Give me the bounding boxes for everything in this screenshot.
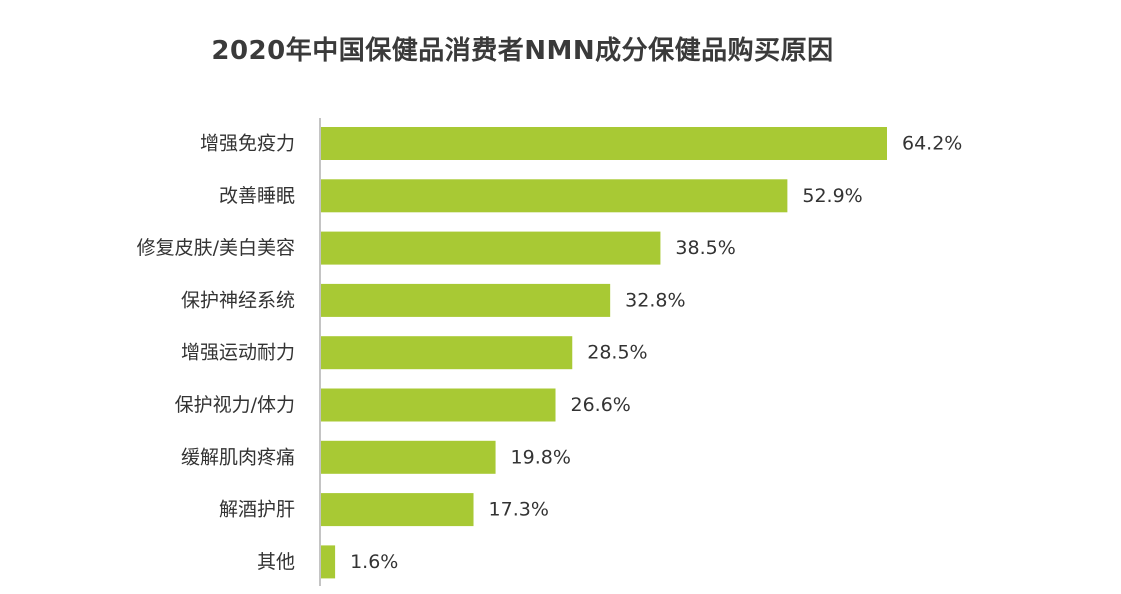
- category-label-5: 保护视力/体力: [175, 394, 295, 416]
- value-label-3: 32.8%: [625, 289, 685, 311]
- value-label-7: 17.3%: [489, 499, 549, 521]
- category-label-6: 缓解肌肉疼痛: [181, 446, 295, 468]
- chart-title: 2020年中国保健品消费者NMN成分保健品购买原因: [211, 36, 834, 66]
- value-label-4: 28.5%: [587, 342, 647, 364]
- bar-1: [321, 179, 788, 213]
- bar-2: [321, 231, 661, 265]
- category-label-0: 增强免疫力: [200, 133, 295, 155]
- bar-4: [321, 336, 573, 370]
- bar-7: [321, 493, 474, 527]
- bar-5: [321, 388, 556, 422]
- value-label-6: 19.8%: [511, 446, 571, 468]
- bar-6: [321, 440, 496, 474]
- value-label-1: 52.9%: [802, 185, 862, 207]
- category-label-8: 其他: [257, 551, 295, 573]
- bar-8: [321, 545, 336, 579]
- value-label-5: 26.6%: [571, 394, 631, 416]
- category-label-7: 解酒护肝: [219, 499, 295, 521]
- category-label-1: 改善睡眠: [219, 185, 295, 207]
- category-label-3: 保护神经系统: [181, 289, 295, 311]
- category-label-4: 增强运动耐力: [181, 342, 295, 364]
- value-label-8: 1.6%: [350, 551, 398, 573]
- category-label-2: 修复皮肤/美白美容: [137, 237, 295, 259]
- value-label-2: 38.5%: [675, 237, 735, 259]
- value-label-0: 64.2%: [902, 133, 962, 155]
- bar-3: [321, 283, 611, 317]
- bars-layer: 增强免疫力 64.2% 改善睡眠 52.9% 修复皮肤/美白美容 38.5% 保护神经系统 3…: [137, 127, 962, 579]
- bar-0: [321, 127, 887, 160]
